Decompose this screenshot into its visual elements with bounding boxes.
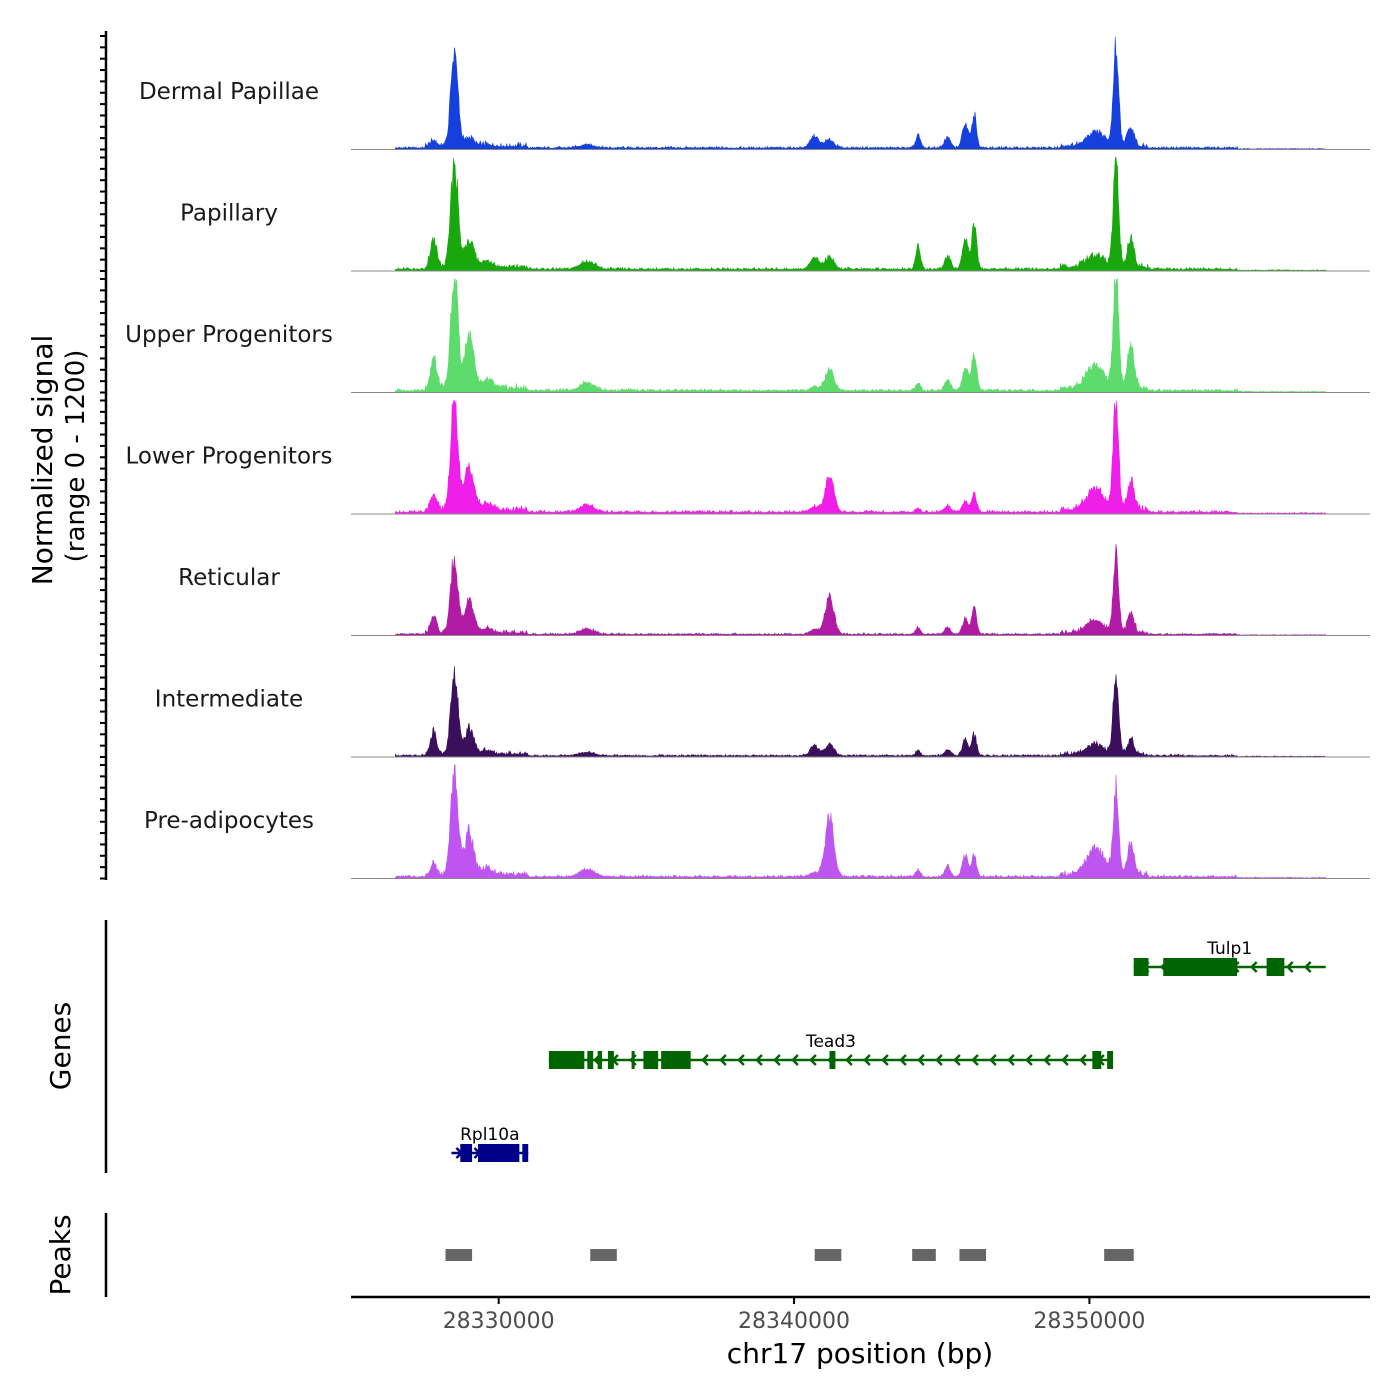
strand-chevron xyxy=(701,1054,709,1066)
strand-chevron xyxy=(899,1054,907,1066)
genes-axis-title: Genes xyxy=(44,1002,77,1090)
track-dermal-papillae: Dermal Papillae xyxy=(100,35,1370,151)
strand-chevron xyxy=(989,1054,997,1066)
x-axis-ticks: 28330000 28340000 28350000 xyxy=(443,1297,1145,1334)
gene-exon xyxy=(1163,958,1238,976)
gene-exon xyxy=(597,1051,603,1069)
track-label: Pre-adipocytes xyxy=(144,808,314,834)
strand-chevron xyxy=(737,1054,745,1066)
coverage-area xyxy=(395,544,1326,636)
track-lower-progenitors: Lower Progenitors xyxy=(100,399,1370,515)
track-label: Upper Progenitors xyxy=(125,322,333,348)
genes-panel: Genes Tulp1 Tead3 Rpl10a xyxy=(44,920,1326,1173)
peak-region xyxy=(912,1249,936,1261)
strand-chevron xyxy=(1025,1054,1033,1066)
x-tick-label: 28350000 xyxy=(1033,1309,1145,1334)
gene-exon xyxy=(460,1144,473,1162)
track-label: Lower Progenitors xyxy=(126,444,333,470)
strand-chevron xyxy=(845,1054,853,1066)
peaks-panel: Peaks xyxy=(44,1213,1134,1297)
gene-exon xyxy=(607,1051,614,1069)
coverage-area xyxy=(395,157,1326,272)
peak-region xyxy=(814,1249,842,1261)
track-upper-progenitors: Upper Progenitors xyxy=(100,278,1370,394)
gene-exon xyxy=(643,1051,659,1069)
strand-chevron xyxy=(917,1054,925,1066)
peaks-axis-title: Peaks xyxy=(44,1214,77,1295)
strand-chevron xyxy=(953,1054,961,1066)
gene-label: Tulp1 xyxy=(1206,939,1252,959)
strand-chevron xyxy=(881,1054,889,1066)
track-intermediate: Intermediate xyxy=(100,642,1370,758)
strand-chevron xyxy=(1007,1054,1015,1066)
coverage-area xyxy=(395,400,1326,515)
x-tick-label: 28340000 xyxy=(738,1309,850,1334)
strand-chevron xyxy=(773,1054,781,1066)
strand-chevron xyxy=(971,1054,979,1066)
strand-chevron xyxy=(1043,1054,1051,1066)
strand-chevron xyxy=(809,1054,817,1066)
coverage-panel: Normalized signal (range 0 - 1200) Derma… xyxy=(26,31,1370,880)
gene-label: Tead3 xyxy=(805,1032,856,1052)
y-axis-title-line2: (range 0 - 1200) xyxy=(61,350,91,563)
gene-exon xyxy=(478,1144,520,1162)
peak-region xyxy=(1104,1249,1134,1261)
peak-region xyxy=(959,1249,987,1261)
x-axis: 28330000 28340000 28350000 chr17 position … xyxy=(351,1295,1370,1370)
strand-chevron xyxy=(863,1054,871,1066)
gene-exon xyxy=(631,1051,635,1069)
y-axis-title-line1: Normalized signal xyxy=(26,335,59,586)
coverage-area xyxy=(395,666,1326,758)
gene-exon xyxy=(1107,1051,1114,1069)
coverage-area xyxy=(395,278,1326,393)
gene-exon xyxy=(1266,958,1285,976)
x-tick-label: 28330000 xyxy=(443,1309,555,1334)
track-label: Intermediate xyxy=(155,687,303,713)
track-label: Dermal Papillae xyxy=(139,79,319,105)
peak-region xyxy=(445,1249,473,1261)
strand-chevron xyxy=(719,1054,727,1066)
x-axis-title: chr17 position (bp) xyxy=(727,1337,993,1370)
strand-chevron xyxy=(935,1054,943,1066)
coverage-tracks: Dermal Papillae Papillary Upper Progenitor… xyxy=(100,35,1370,880)
gene-exon xyxy=(661,1051,691,1069)
strand-chevron xyxy=(1061,1054,1069,1066)
strand-chevron xyxy=(1285,961,1294,973)
gene-models: Tulp1 Tead3 Rpl10a xyxy=(451,939,1326,1162)
track-reticular: Reticular xyxy=(100,521,1370,637)
gene-tulp1: Tulp1 xyxy=(1133,939,1326,976)
gene-exon xyxy=(829,1051,836,1069)
gene-exon xyxy=(548,1051,585,1069)
strand-chevron xyxy=(1249,961,1258,973)
strand-chevron xyxy=(791,1054,799,1066)
track-pre-adipocytes: Pre-adipocytes xyxy=(100,764,1370,880)
gene-label: Rpl10a xyxy=(460,1125,519,1145)
strand-chevron xyxy=(1303,961,1312,973)
track-label: Reticular xyxy=(178,565,280,591)
strand-chevron xyxy=(755,1054,763,1066)
coverage-area xyxy=(395,36,1326,150)
gene-exon xyxy=(1133,958,1149,976)
gene-exon xyxy=(587,1051,594,1069)
gene-rpl10a: Rpl10a xyxy=(451,1125,529,1162)
track-label: Papillary xyxy=(180,201,278,227)
coverage-area xyxy=(395,764,1326,879)
gene-exon xyxy=(522,1144,529,1162)
track-papillary: Papillary xyxy=(100,156,1370,272)
gene-exon xyxy=(1092,1051,1102,1069)
gene-tead3: Tead3 xyxy=(548,1032,1114,1069)
peak-regions xyxy=(445,1249,1134,1261)
strand-chevron xyxy=(1079,1054,1087,1066)
peak-region xyxy=(590,1249,617,1261)
